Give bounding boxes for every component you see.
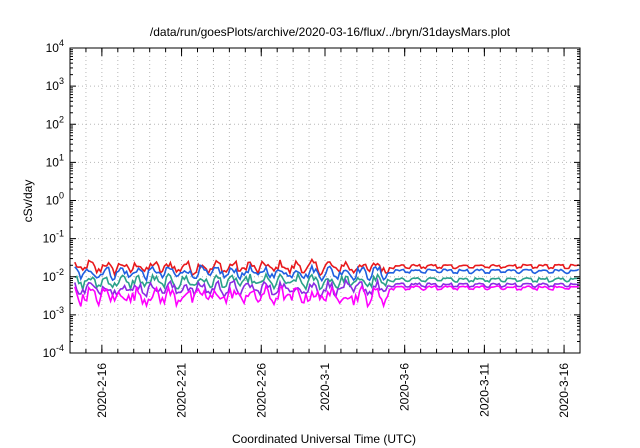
series-line [74,277,579,299]
plot-series [74,257,580,309]
y-tick-label: 100 [46,191,64,208]
series-line [74,271,579,292]
x-tick-label: 2020-3-1 [318,363,332,411]
x-tick-label: 2020-2-26 [254,363,268,418]
y-tick-label: 10-2 [43,267,64,284]
x-tick-label: 2020-2-21 [175,363,189,418]
y-tick-label: 10-4 [43,343,64,360]
x-tick-label: 2020-3-6 [398,363,412,411]
y-tick-label: 10-1 [43,229,64,246]
grid [70,48,580,353]
x-axis-label: Coordinated Universal Time (UTC) [232,432,416,446]
y-axis-label: cSv/day [21,180,35,223]
y-tick-label: 102 [46,114,64,131]
x-tick-label: 2020-3-16 [557,363,571,418]
y-tick-label: 103 [46,76,64,93]
series-line [74,283,579,309]
chart-title: /data/run/goesPlots/archive/2020-03-16/f… [150,25,511,39]
series-line [74,263,580,283]
y-tick-label: 101 [46,152,64,169]
y-tick-label: 10-3 [43,305,64,322]
series-line [74,257,580,278]
x-tick-label: 2020-3-11 [477,363,491,417]
axis-ticks: 10-4 10-3 10-2 10-1 100 101 102 103 104 2020-2-16… [43,38,580,418]
x-tick-label: 2020-2-16 [95,363,109,418]
y-tick-label: 104 [46,38,64,55]
